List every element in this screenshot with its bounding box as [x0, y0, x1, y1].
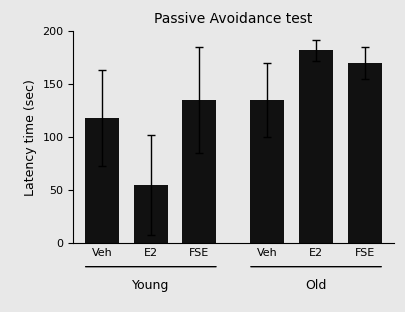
Text: Old: Old	[305, 280, 326, 292]
Bar	[250, 100, 284, 243]
Bar	[298, 50, 332, 243]
Bar	[134, 185, 167, 243]
Bar	[347, 63, 381, 243]
Y-axis label: Latency time (sec): Latency time (sec)	[23, 79, 36, 196]
Title: Passive Avoidance test: Passive Avoidance test	[154, 12, 312, 26]
Bar	[182, 100, 216, 243]
Text: Young: Young	[132, 280, 169, 292]
Bar	[85, 118, 119, 243]
